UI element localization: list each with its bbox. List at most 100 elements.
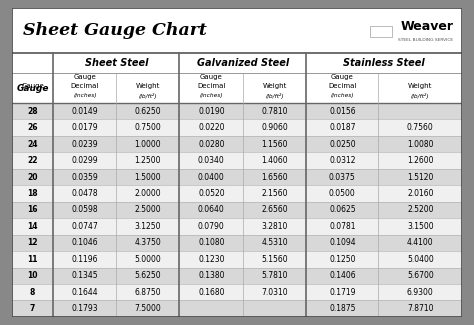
Text: 5.1560: 5.1560 — [262, 255, 288, 264]
Text: STEEL BUILDING SERVICE: STEEL BUILDING SERVICE — [398, 38, 453, 42]
Bar — [12, 235, 462, 251]
Text: 0.0190: 0.0190 — [198, 107, 225, 116]
Text: 0.0312: 0.0312 — [329, 156, 356, 165]
Text: 1.2500: 1.2500 — [135, 156, 161, 165]
Text: (inches): (inches) — [331, 93, 354, 98]
Bar — [12, 251, 462, 267]
Text: 0.0640: 0.0640 — [198, 205, 225, 214]
Text: 0.0500: 0.0500 — [329, 189, 356, 198]
Text: 1.4060: 1.4060 — [262, 156, 288, 165]
Text: 2.6560: 2.6560 — [262, 205, 288, 214]
Text: 0.7560: 0.7560 — [407, 123, 434, 132]
Text: 7: 7 — [30, 304, 35, 313]
Text: 1.6560: 1.6560 — [262, 173, 288, 182]
Text: 0.1406: 0.1406 — [329, 271, 356, 280]
Text: 2.5200: 2.5200 — [407, 205, 434, 214]
Text: 0.1345: 0.1345 — [72, 271, 98, 280]
Text: 0.1196: 0.1196 — [72, 255, 98, 264]
Text: 0.0239: 0.0239 — [72, 140, 98, 149]
Text: 0.0400: 0.0400 — [198, 173, 225, 182]
Text: 2.0160: 2.0160 — [407, 189, 434, 198]
Bar — [12, 185, 462, 202]
Text: 3.1500: 3.1500 — [407, 222, 434, 231]
Text: 0.0625: 0.0625 — [329, 205, 356, 214]
Text: 0.1230: 0.1230 — [198, 255, 225, 264]
Text: 0.0598: 0.0598 — [72, 205, 98, 214]
Text: 0.1094: 0.1094 — [329, 238, 356, 247]
Text: 0.0280: 0.0280 — [198, 140, 225, 149]
Text: 1.5120: 1.5120 — [407, 173, 433, 182]
Text: 0.0478: 0.0478 — [72, 189, 98, 198]
Text: 0.9060: 0.9060 — [262, 123, 288, 132]
Text: 0.1046: 0.1046 — [72, 238, 98, 247]
Text: Gauge: Gauge — [73, 74, 96, 80]
Text: 0.1080: 0.1080 — [198, 238, 225, 247]
Text: 0.0375: 0.0375 — [329, 173, 356, 182]
Text: 0.0149: 0.0149 — [72, 107, 98, 116]
Text: 0.0747: 0.0747 — [72, 222, 98, 231]
Text: 0.1719: 0.1719 — [329, 288, 356, 297]
Text: 6.9300: 6.9300 — [407, 288, 434, 297]
Text: 4.5310: 4.5310 — [262, 238, 288, 247]
Text: 1.0080: 1.0080 — [407, 140, 434, 149]
Text: 5.6250: 5.6250 — [135, 271, 161, 280]
Text: 1.5000: 1.5000 — [135, 173, 161, 182]
Text: 5.0400: 5.0400 — [407, 255, 434, 264]
Text: 0.0359: 0.0359 — [72, 173, 98, 182]
Text: 14: 14 — [27, 222, 38, 231]
Text: 0.0781: 0.0781 — [329, 222, 356, 231]
Text: Gauge: Gauge — [331, 74, 354, 80]
Text: 0.0250: 0.0250 — [329, 140, 356, 149]
Text: Gauge: Gauge — [21, 83, 44, 89]
Text: 26: 26 — [27, 123, 38, 132]
Text: Galvanized Steel: Galvanized Steel — [197, 58, 289, 68]
Text: 0.1644: 0.1644 — [72, 288, 98, 297]
Text: 3.2810: 3.2810 — [262, 222, 288, 231]
Text: (inches): (inches) — [200, 93, 223, 98]
Text: 4.4100: 4.4100 — [407, 238, 434, 247]
Text: Sheet Gauge Chart: Sheet Gauge Chart — [23, 22, 207, 39]
Text: 5.6700: 5.6700 — [407, 271, 434, 280]
Text: 12: 12 — [27, 238, 38, 247]
Bar — [12, 284, 462, 300]
Text: 0.0179: 0.0179 — [72, 123, 98, 132]
Text: (inches): (inches) — [73, 93, 97, 98]
Text: 18: 18 — [27, 189, 38, 198]
Text: (lb/ft²): (lb/ft²) — [265, 93, 284, 98]
Text: 7.0310: 7.0310 — [262, 288, 288, 297]
Text: 2.1560: 2.1560 — [262, 189, 288, 198]
Text: 0.1875: 0.1875 — [329, 304, 356, 313]
Text: 11: 11 — [27, 255, 38, 264]
Bar — [12, 169, 462, 185]
Bar — [12, 267, 462, 284]
Text: 0.0299: 0.0299 — [72, 156, 98, 165]
Text: 2.0000: 2.0000 — [135, 189, 161, 198]
Text: Weaver: Weaver — [400, 20, 453, 33]
Text: 2.5000: 2.5000 — [135, 205, 161, 214]
Bar — [12, 202, 462, 218]
Text: Weight: Weight — [263, 83, 287, 89]
Text: 10: 10 — [27, 271, 38, 280]
Bar — [12, 136, 462, 152]
Text: 22: 22 — [27, 156, 38, 165]
Text: 28: 28 — [27, 107, 38, 116]
Text: 0.0187: 0.0187 — [329, 123, 356, 132]
Text: 0.1380: 0.1380 — [198, 271, 225, 280]
Bar — [12, 53, 462, 103]
Text: 16: 16 — [27, 205, 38, 214]
Text: Weight: Weight — [408, 83, 432, 89]
Text: Decimal: Decimal — [197, 83, 226, 89]
Text: 0.0220: 0.0220 — [198, 123, 225, 132]
Text: 5.7810: 5.7810 — [262, 271, 288, 280]
Bar — [12, 120, 462, 136]
Text: 0.1793: 0.1793 — [72, 304, 98, 313]
Text: Decimal: Decimal — [71, 83, 99, 89]
Text: Decimal: Decimal — [328, 83, 356, 89]
Text: 1.1560: 1.1560 — [262, 140, 288, 149]
Text: 1.0000: 1.0000 — [135, 140, 161, 149]
Text: 0.0156: 0.0156 — [329, 107, 356, 116]
Text: 4.3750: 4.3750 — [135, 238, 161, 247]
Text: 0.7810: 0.7810 — [262, 107, 288, 116]
Text: 1.2600: 1.2600 — [407, 156, 434, 165]
Text: 5.0000: 5.0000 — [135, 255, 161, 264]
